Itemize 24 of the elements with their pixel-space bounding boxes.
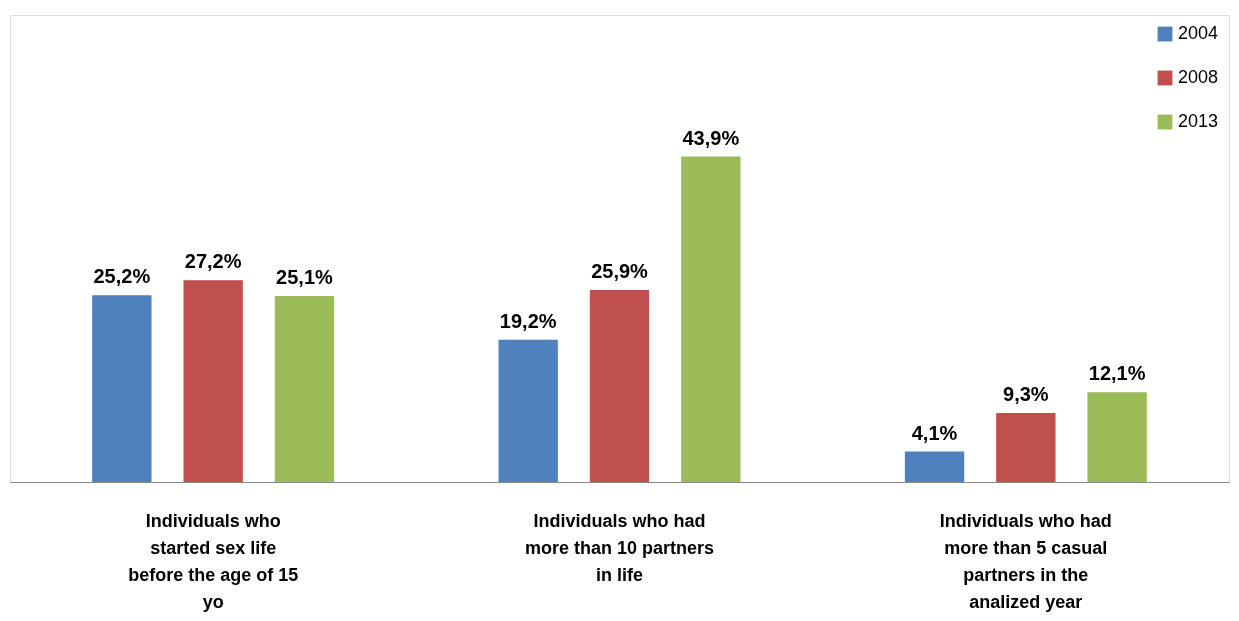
data-label: 19,2% xyxy=(499,309,557,332)
bar xyxy=(904,451,965,482)
data-label: 4,1% xyxy=(911,421,958,444)
bar xyxy=(589,290,650,482)
bar xyxy=(498,339,558,482)
data-label: 25,1% xyxy=(276,265,334,288)
x-tick-label: Individuals who started sex life before the age of 15 yo xyxy=(128,510,299,612)
bar xyxy=(274,295,335,482)
x-tick-label: Individuals who had more than 5 casual partners in the analized year xyxy=(939,510,1112,612)
bar xyxy=(1087,392,1147,482)
data-label: 9,3% xyxy=(1003,383,1049,406)
bar xyxy=(681,156,741,482)
legend-label: 2013 xyxy=(1178,111,1219,131)
data-label: 12,1% xyxy=(1088,362,1146,385)
legend-label: 2008 xyxy=(1178,67,1219,87)
bar xyxy=(92,295,152,482)
bar xyxy=(183,280,243,482)
legend-label: 2004 xyxy=(1178,23,1219,43)
data-label: 27,2% xyxy=(184,250,242,273)
data-label: 25,9% xyxy=(591,260,649,283)
x-tick-label: Individuals who had more than 10 partners in life xyxy=(524,510,715,585)
bar xyxy=(996,413,1056,482)
data-label: 25,2% xyxy=(93,265,151,288)
data-label: 43,9% xyxy=(682,126,740,149)
